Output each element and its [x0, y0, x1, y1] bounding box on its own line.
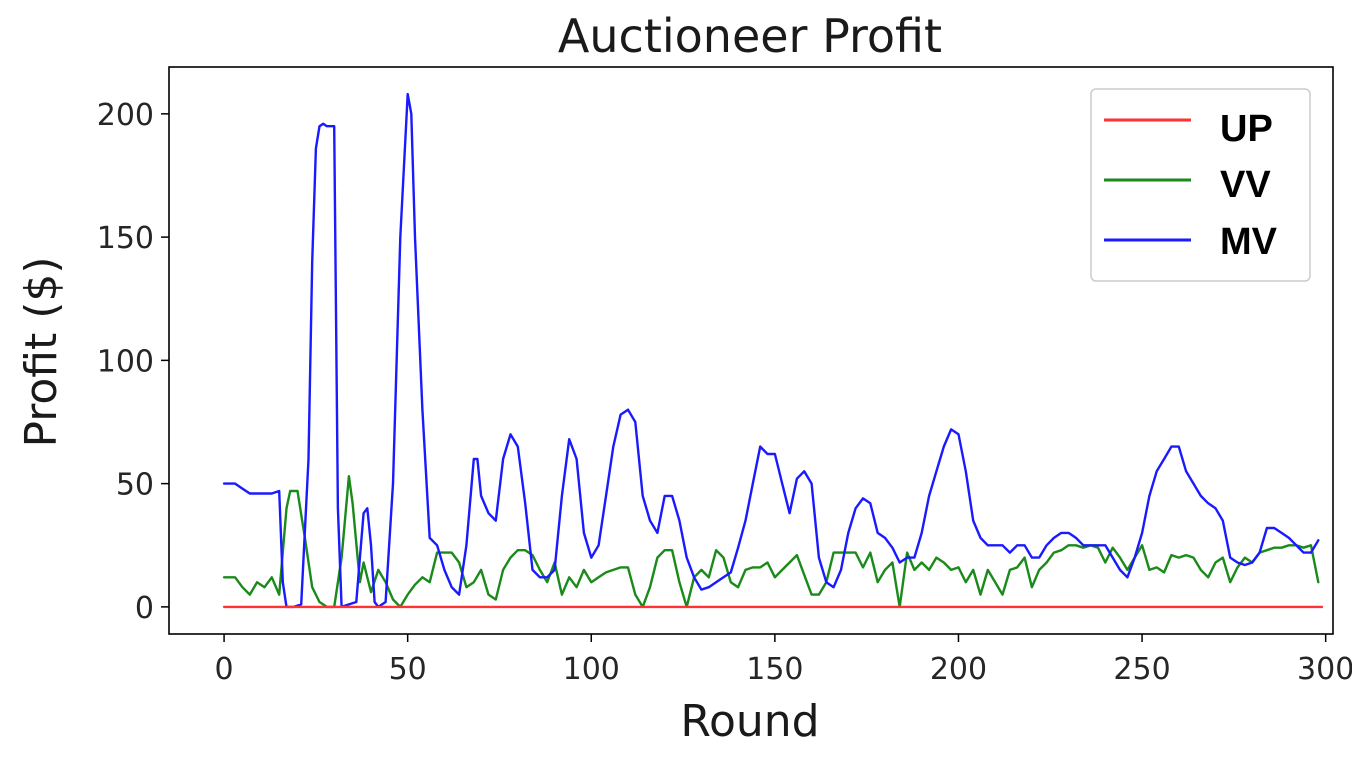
series-layer — [222, 92, 1324, 609]
legend-label-mv: MV — [1220, 221, 1278, 263]
x-tick-label: 50 — [389, 652, 427, 687]
y-tick-label: 150 — [97, 221, 154, 256]
y-tick-label: 0 — [135, 591, 154, 626]
legend: UP VV MV — [1090, 88, 1311, 282]
y-axis-ticks: 0 50 100 150 200 — [97, 98, 169, 626]
x-tick-label: 100 — [563, 652, 620, 687]
legend-label-up: UP — [1220, 108, 1273, 150]
series-line-mv — [222, 92, 1320, 609]
legend-label-vv: VV — [1220, 164, 1271, 206]
x-tick-label: 200 — [930, 652, 987, 687]
chart-title: Auctioneer Profit — [558, 9, 942, 63]
x-tick-label: 150 — [746, 652, 803, 687]
x-tick-label: 300 — [1297, 652, 1352, 687]
y-tick-label: 50 — [116, 468, 154, 503]
x-axis-ticks: 0 50 100 150 200 250 300 — [215, 634, 1352, 687]
y-axis-title: Profit ($) — [16, 256, 67, 447]
y-tick-label: 100 — [97, 344, 154, 379]
x-axis-title: Round — [680, 696, 819, 747]
x-tick-label: 250 — [1113, 652, 1170, 687]
legend-box — [1090, 88, 1311, 282]
plot-frame — [168, 66, 1334, 635]
x-tick-label: 0 — [215, 652, 234, 687]
y-tick-label: 200 — [97, 98, 154, 133]
